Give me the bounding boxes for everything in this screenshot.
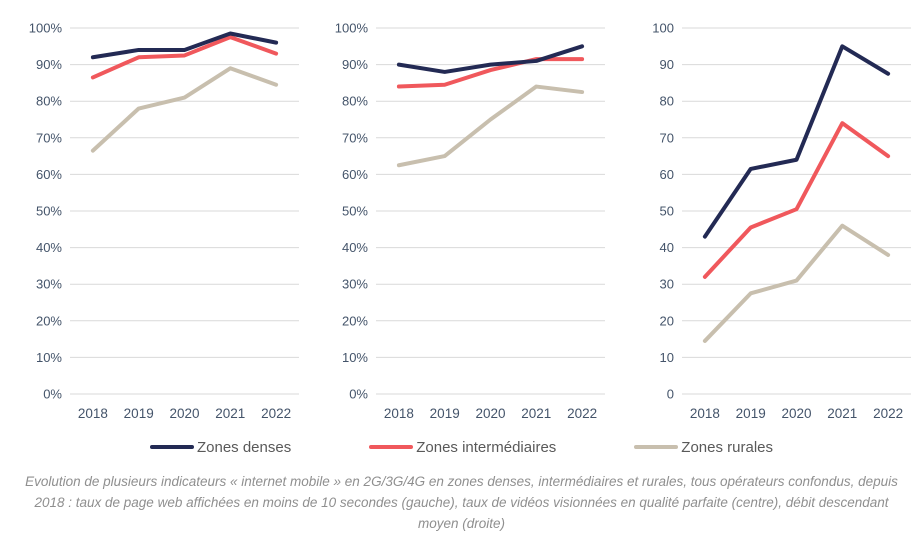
x-tick-label: 2019 [736, 406, 766, 421]
y-tick-label: 100 [652, 21, 674, 36]
chart-center: 100% 90% 80% 70% 60% 50% 40% 30% 20% 10% 0% 2018 201… [310, 4, 613, 428]
x-tick-label: 2022 [873, 406, 903, 421]
y-tick-label: 20% [36, 313, 62, 328]
chart-right: 100 90 80 70 60 50 40 30 20 10 0 2018 2019 2020 2021 20… [616, 4, 919, 428]
y-tick-label: 0% [349, 387, 368, 402]
x-tick-label: 2022 [261, 406, 291, 421]
series-line-zones-denses [702, 44, 891, 239]
y-tick-label: 60% [36, 167, 62, 182]
y-tick-label: 0 [667, 387, 674, 402]
y-tick-label: 70 [660, 130, 674, 145]
y-tick-label: 50 [660, 204, 674, 219]
y-tick-label: 70% [342, 130, 368, 145]
chart-left: 100% 90% 80% 70% 60% 50% 40% 30% 20% 10% 0% 2018 201… [4, 4, 307, 428]
y-tick-label: 40 [660, 240, 674, 255]
legend-item-zones-rurales: Zones rurales [634, 439, 773, 456]
y-tick-label: 60% [342, 167, 368, 182]
legend-line-swatch-rurales [634, 445, 679, 449]
legend-line-swatch-denses [149, 445, 194, 449]
charts-row: 100% 90% 80% 70% 60% 50% 40% 30% 20% 10% 0% 2018 201… [0, 4, 923, 428]
series-line-zones-rurales [702, 223, 891, 343]
x-tick-label: 2019 [124, 406, 154, 421]
x-tick-label: 2020 [169, 406, 199, 421]
y-tick-label: 10% [36, 350, 62, 365]
x-tick-label: 2022 [567, 406, 597, 421]
chart-center-canvas: 100% 90% 80% 70% 60% 50% 40% 30% 20% 10% 0% 2018 201… [335, 21, 605, 421]
y-tick-label: 10 [660, 350, 674, 365]
y-tick-label: 0% [43, 387, 62, 402]
x-tick-label: 2018 [78, 406, 108, 421]
series-line-zones-interm-diaires [702, 121, 891, 279]
series-line-zones-interm-diaires [396, 57, 585, 89]
x-tick-label: 2020 [475, 406, 505, 421]
legend-label-denses: Zones denses [196, 438, 292, 456]
series-line-zones-denses [396, 44, 585, 74]
y-tick-label: 90% [342, 57, 368, 72]
series-line-zones-rurales [90, 66, 279, 153]
legend-line-swatch-intermediaires [369, 445, 414, 449]
y-tick-label: 80% [36, 94, 62, 109]
legend-label-intermediaires: Zones intermédiaires [416, 438, 557, 456]
y-tick-label: 100% [29, 21, 63, 36]
y-tick-label: 10% [342, 350, 368, 365]
x-tick-label: 2021 [521, 406, 551, 421]
legend-item-zones-denses: Zones denses [149, 438, 292, 456]
y-tick-label: 90 [660, 57, 674, 72]
legend-item-zones-intermediaires: Zones intermédiaires [369, 439, 556, 456]
y-tick-label: 20% [342, 313, 368, 328]
series-line-zones-rurales [396, 84, 585, 168]
x-tick-label: 2019 [430, 406, 460, 421]
x-tick-label: 2021 [827, 406, 857, 421]
y-tick-label: 80 [660, 94, 674, 109]
y-tick-label: 90% [36, 57, 62, 72]
y-tick-label: 100% [335, 21, 369, 36]
x-tick-label: 2020 [781, 406, 811, 421]
x-tick-label: 2018 [384, 406, 414, 421]
y-tick-label: 30 [660, 277, 674, 292]
y-tick-label: 40% [36, 240, 62, 255]
y-tick-label: 50% [342, 204, 368, 219]
y-tick-label: 30% [36, 277, 62, 292]
chart-left-canvas: 100% 90% 80% 70% 60% 50% 40% 30% 20% 10% 0% 2018 201… [29, 21, 299, 421]
series-line-zones-denses [90, 31, 279, 60]
y-tick-label: 50% [36, 204, 62, 219]
x-tick-label: 2018 [690, 406, 720, 421]
series-line-zones-interm-diaires [90, 35, 279, 80]
y-tick-label: 20 [660, 313, 674, 328]
y-tick-label: 70% [36, 130, 62, 145]
y-tick-label: 30% [342, 277, 368, 292]
y-tick-label: 40% [342, 240, 368, 255]
legend: Zones denses Zones intermédiaires Zones … [0, 434, 923, 460]
x-tick-label: 2021 [215, 406, 245, 421]
figure-caption: Evolution de plusieurs indicateurs « int… [25, 474, 898, 531]
legend-label-rurales: Zones rurales [681, 438, 773, 456]
y-tick-label: 60 [660, 167, 674, 182]
y-tick-label: 80% [342, 94, 368, 109]
